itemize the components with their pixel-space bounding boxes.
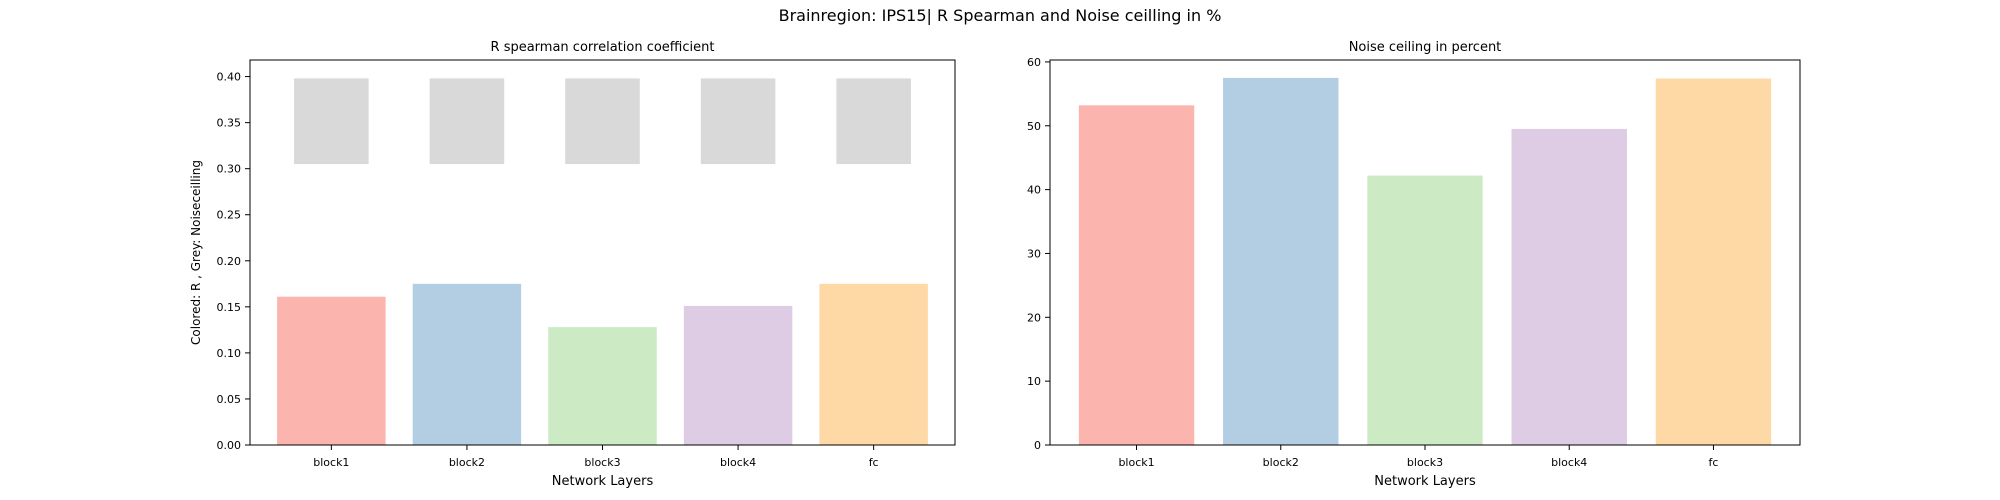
y-axis-label: Colored: R , Grey: Noiseceilling bbox=[189, 160, 203, 345]
x-tick-label: block2 bbox=[1263, 456, 1299, 469]
x-axis-label: Network Layers bbox=[552, 474, 654, 489]
noise-ceiling-bar-block1 bbox=[294, 78, 369, 165]
figure-title: Brainregion: IPS15| R Spearman and Noise… bbox=[778, 6, 1222, 25]
noise-ceiling-bar-block2 bbox=[429, 78, 505, 165]
y-tick-label: 0.20 bbox=[217, 255, 242, 268]
x-tick-label: block1 bbox=[313, 456, 349, 469]
y-tick-label: 0.30 bbox=[217, 163, 242, 176]
chart-title: Noise ceiling in percent bbox=[1349, 40, 1502, 55]
bar-block3 bbox=[548, 327, 657, 445]
bar-fc bbox=[1655, 78, 1772, 446]
bar-block2 bbox=[1223, 77, 1339, 445]
chart-noise-ceiling: 0 10 20 30 40 50 60 block1 block2 block3 block4 fc N… bbox=[1027, 40, 1801, 489]
y-tick-label: 0.35 bbox=[217, 117, 242, 130]
noise-ceiling-bar-fc bbox=[836, 78, 911, 165]
bar-block3 bbox=[1367, 175, 1483, 445]
noise-ceiling-bar-block3 bbox=[565, 78, 640, 165]
y-tick-label: 0.40 bbox=[217, 71, 242, 84]
y-tick-label: 0.15 bbox=[217, 301, 242, 314]
y-tick-label: 0.00 bbox=[217, 439, 242, 452]
x-tick-label: block2 bbox=[449, 456, 485, 469]
bar-block4 bbox=[1511, 128, 1627, 445]
y-tick-label: 40 bbox=[1027, 184, 1041, 197]
bar-block1 bbox=[1078, 105, 1195, 446]
x-tick-label: block4 bbox=[1551, 456, 1587, 469]
noise-ceiling-bar-block4 bbox=[700, 78, 776, 165]
x-axis-label: Network Layers bbox=[1374, 474, 1476, 489]
x-tick-label: block1 bbox=[1118, 456, 1154, 469]
y-tick-label: 0.10 bbox=[217, 347, 242, 360]
x-tick-label: fc bbox=[869, 456, 879, 469]
x-tick-label: block3 bbox=[584, 456, 620, 469]
x-tick-label: block4 bbox=[720, 456, 756, 469]
y-tick-label: 60 bbox=[1027, 56, 1041, 69]
bar-block2 bbox=[412, 283, 522, 445]
y-tick-label: 50 bbox=[1027, 120, 1041, 133]
y-tick-label: 0.05 bbox=[217, 393, 242, 406]
bar-block4 bbox=[683, 305, 793, 445]
y-tick-label: 30 bbox=[1027, 247, 1041, 260]
chart-title: R spearman correlation coefficient bbox=[491, 40, 715, 55]
y-tick-label: 20 bbox=[1027, 311, 1041, 324]
y-tick-label: 0.25 bbox=[217, 209, 242, 222]
x-tick-label: block3 bbox=[1407, 456, 1443, 469]
y-tick-label: 10 bbox=[1027, 375, 1041, 388]
y-tick-label: 0 bbox=[1034, 439, 1041, 452]
bar-fc bbox=[819, 283, 928, 445]
x-tick-label: fc bbox=[1709, 456, 1719, 469]
chart-r-spearman: 0.00 0.05 0.10 0.15 0.20 0.25 0.30 0.35 0.40 bloc… bbox=[189, 40, 956, 489]
bar-block1 bbox=[277, 296, 386, 445]
